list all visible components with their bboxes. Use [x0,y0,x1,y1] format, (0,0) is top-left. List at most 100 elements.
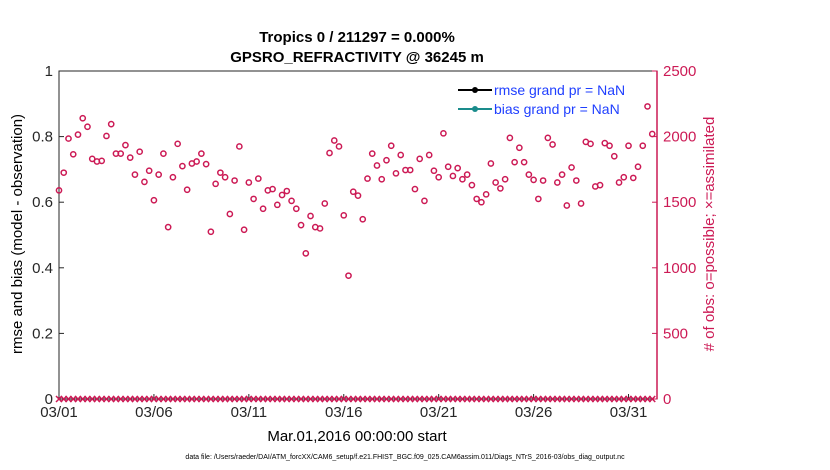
possible-obs-point [463,171,471,178]
possible-obs-point [74,131,82,138]
possible-obs-point [330,137,338,144]
possible-obs-point [141,178,148,186]
possible-obs-point [340,211,348,219]
possible-obs-point [198,150,205,158]
possible-obs-point [88,155,96,163]
right-y-axis: 0 500 1000 1500 2000 2500 [652,63,696,408]
possible-obs-point [345,272,352,280]
right-tick-label: 2500 [663,63,696,80]
possible-obs-point [516,144,523,152]
right-tick-label: 2000 [663,129,696,146]
possible-obs-point [207,228,215,236]
possible-obs-point [155,171,163,178]
possible-obs-point [435,173,443,181]
possible-obs-point [625,142,632,150]
possible-obs-point [283,187,291,195]
possible-obs-point [553,179,561,186]
possible-obs-point [349,188,357,196]
possible-obs-point [221,173,229,181]
possible-obs-point [606,142,613,150]
left-tick-label: 0.6 [32,194,53,211]
possible-obs-point [250,195,257,203]
x-axis-label: Mar.01,2016 00:00:00 start [267,428,447,445]
right-tick-label: 500 [663,325,688,342]
chart-title: Tropics 0 / 211297 = 0.000% [259,29,455,46]
possible-obs-point [145,167,153,175]
possible-obs-point [572,177,580,184]
possible-obs-point [292,205,300,213]
x-tick-label: 03/26 [515,404,553,421]
possible-obs-point [98,157,106,165]
left-tick-label: 0.2 [32,325,53,342]
right-tick-label: 1000 [663,260,696,277]
possible-obs-point [103,132,110,140]
possible-obs-point [501,175,509,183]
left-tick-label: 0.4 [32,260,53,277]
possible-obs-point [231,177,238,184]
possible-obs-point [79,114,87,122]
possible-obs-point [316,225,324,232]
possible-obs-point [183,186,191,194]
possible-obs-point [202,160,210,168]
possible-obs-point [254,175,262,182]
possible-obs-point [411,185,419,193]
possible-obs-point [321,200,329,207]
possible-obs-point [60,169,68,177]
possible-obs-point [549,141,556,148]
possible-obs-point [430,167,438,175]
possible-obs-point [259,205,267,213]
possible-obs-point [544,134,552,142]
possible-obs-point [506,134,514,142]
left-tick-label: 0 [45,391,53,408]
possible-obs-point [212,180,219,188]
possible-obs-point [383,156,390,164]
possible-obs-point [440,129,447,137]
possible-obs-point [473,195,481,203]
possible-obs-point [615,179,623,186]
x-tick-label: 03/31 [610,404,648,421]
possible-obs-point [288,197,295,205]
possible-obs-point [620,173,628,181]
possible-obs-point [117,150,125,158]
possible-obs-point [174,140,182,148]
left-y-axis: 0 0.2 0.4 0.6 0.8 1 [32,63,64,408]
possible-obs-point [278,191,286,199]
x-axis: 03/01 03/06 03/11 03/16 03/21 03/26 03/31 [40,394,647,421]
data-file-footer: data file: /Users/raeder/DAI/ATM_forcXX/… [185,454,625,461]
possible-obs-point [217,169,224,177]
possible-obs-point [534,195,542,203]
legend-rmse-label: rmse grand pr = NaN [494,82,625,98]
possible-obs-point [497,185,504,192]
possible-obs-point [459,175,466,183]
possible-obs-point [610,152,618,160]
possible-obs-point [136,148,144,156]
possible-obs-point [65,135,72,142]
possible-obs-point [425,151,433,159]
possible-obs-point [387,142,395,150]
possible-obs-point [525,171,533,178]
possible-obs-point [69,150,77,158]
possible-obs-point [269,185,276,193]
possible-obs-point [193,158,200,165]
possible-obs-point [454,164,462,172]
possible-obs-point [150,196,158,204]
legend-bias-marker [472,106,478,112]
right-axis-label: # of obs: o=possible; ×=assimilated [701,117,718,352]
possible-obs-point [558,171,566,178]
legend-box [456,78,640,122]
possible-obs-point [568,164,575,171]
possible-obs-point [563,202,571,209]
possible-obs-point [126,154,134,161]
possible-obs-point [107,120,115,128]
possible-obs-point [354,192,362,199]
x-tick-label: 03/06 [135,404,173,421]
possible-obs-point [235,143,243,150]
possible-obs-point [596,181,604,189]
x-tick-label: 03/16 [325,404,363,421]
legend-bias-label: bias grand pr = NaN [494,101,620,117]
possible-obs-point [416,155,424,163]
data-points [55,103,656,403]
possible-obs-point [131,171,139,178]
possible-obs-point [601,139,609,147]
left-tick-label: 1 [45,63,53,80]
